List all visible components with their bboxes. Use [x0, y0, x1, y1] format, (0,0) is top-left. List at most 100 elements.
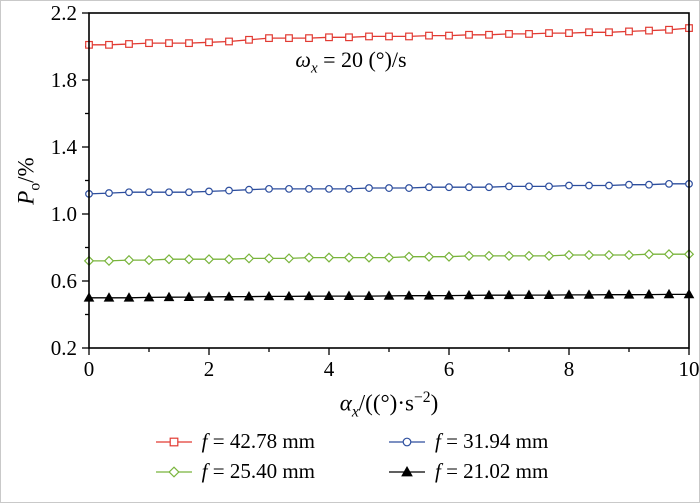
marker-circle: [125, 188, 133, 197]
marker-diamond: [563, 249, 575, 261]
marker-circle: [285, 184, 293, 193]
marker-triangle: [143, 291, 155, 302]
marker-triangle: [343, 290, 355, 300]
marker-triangle: [183, 291, 195, 301]
marker-triangle: [283, 290, 295, 301]
marker-triangle: [623, 289, 635, 299]
plot-border: [88, 12, 690, 349]
marker-circle: [585, 181, 593, 190]
marker-square: [665, 25, 673, 34]
marker-diamond: [363, 252, 375, 263]
marker-diamond: [503, 250, 515, 262]
marker-square: [445, 31, 453, 40]
marker-diamond: [163, 254, 175, 265]
legend-marker-circle: [389, 437, 425, 446]
marker-triangle: [583, 289, 595, 299]
marker-circle: [645, 180, 653, 189]
marker-triangle: [663, 288, 675, 299]
marker-diamond: [583, 249, 595, 261]
marker-triangle: [403, 290, 415, 300]
marker-diamond: [303, 252, 315, 263]
marker-square: [625, 27, 633, 36]
marker-circle: [425, 183, 433, 192]
marker-square: [385, 32, 393, 41]
y-tick-label: 2.2: [51, 1, 77, 25]
marker-circle: [485, 183, 493, 192]
legend-item: f = 25.40 mm: [154, 459, 315, 484]
y-tick-label: 1.0: [51, 202, 77, 226]
marker-diamond: [663, 249, 675, 260]
marker-circle: [405, 184, 413, 192]
y-tick-label: 1.8: [51, 68, 77, 92]
x-tick-label: 4: [324, 357, 335, 381]
legend-label: f = 25.40 mm: [201, 459, 315, 483]
marker-circle: [525, 182, 533, 191]
marker-square: [345, 33, 353, 42]
marker-circle: [545, 182, 553, 191]
marker-circle: [325, 184, 333, 193]
marker-diamond: [223, 254, 235, 265]
x-axis-label: αx/((°)·s−2): [89, 389, 689, 421]
marker-diamond: [523, 250, 535, 262]
marker-circle: [445, 183, 453, 192]
legend-marker-diamond: [155, 465, 192, 478]
legend-marker-square: [155, 437, 192, 446]
marker-square: [185, 39, 193, 48]
marker-diamond: [263, 253, 275, 264]
legend-label: f = 31.94 mm: [435, 429, 549, 453]
marker-diamond: [603, 249, 615, 261]
legend-label: f = 21.02 mm: [435, 459, 549, 483]
marker-circle: [365, 184, 373, 192]
marker-square: [105, 40, 113, 49]
marker-triangle: [443, 290, 455, 300]
marker-diamond: [423, 251, 435, 262]
marker-diamond: [623, 249, 635, 261]
marker-diamond: [643, 249, 655, 260]
marker-circle: [385, 184, 393, 192]
marker-triangle: [503, 289, 515, 300]
marker-diamond: [243, 253, 255, 264]
x-axis-unit-close: ): [430, 390, 439, 416]
marker-triangle: [383, 290, 395, 300]
marker-circle: [665, 179, 673, 188]
marker-triangle: [643, 289, 655, 299]
marker-square: [125, 40, 133, 48]
legend: f = 42.78 mm f = 31.94 mm f = 25.40 mm f = …: [1, 429, 699, 484]
x-tick-label: 6: [444, 357, 455, 381]
marker-triangle: [263, 290, 275, 301]
marker-circle: [625, 180, 633, 189]
marker-triangle: [103, 292, 115, 302]
marker-diamond: [203, 254, 215, 265]
marker-square: [645, 26, 653, 35]
legend-marker-triangle: [389, 465, 425, 476]
marker-square: [305, 34, 313, 43]
y-tick-label: 0.6: [51, 269, 77, 293]
marker-circle: [305, 184, 313, 193]
legend-item: f = 42.78 mm: [154, 429, 315, 454]
marker-triangle: [243, 291, 255, 301]
marker-square: [545, 29, 553, 37]
marker-square: [565, 29, 573, 37]
x-axis-exponent: −2: [413, 389, 431, 406]
y-axis-unit: /%: [13, 157, 39, 183]
marker-circle: [225, 186, 233, 195]
marker-square: [365, 32, 373, 41]
marker-square: [525, 30, 533, 38]
x-axis-subscript: x: [351, 403, 359, 421]
annotation-subscript: x: [310, 60, 318, 77]
marker-square: [585, 28, 593, 37]
marker-circle: [165, 188, 173, 197]
marker-triangle: [363, 290, 375, 300]
marker-triangle: [423, 290, 435, 300]
marker-circle: [605, 181, 613, 190]
marker-square: [265, 34, 273, 43]
marker-circle: [465, 183, 473, 192]
y-axis-subscript: o: [26, 182, 44, 191]
marker-circle: [505, 182, 513, 191]
marker-square: [205, 38, 213, 47]
marker-triangle: [203, 291, 215, 301]
marker-diamond: [343, 252, 355, 263]
legend-item: f = 21.02 mm: [387, 459, 548, 484]
marker-diamond: [183, 254, 195, 265]
marker-triangle: [123, 292, 135, 302]
